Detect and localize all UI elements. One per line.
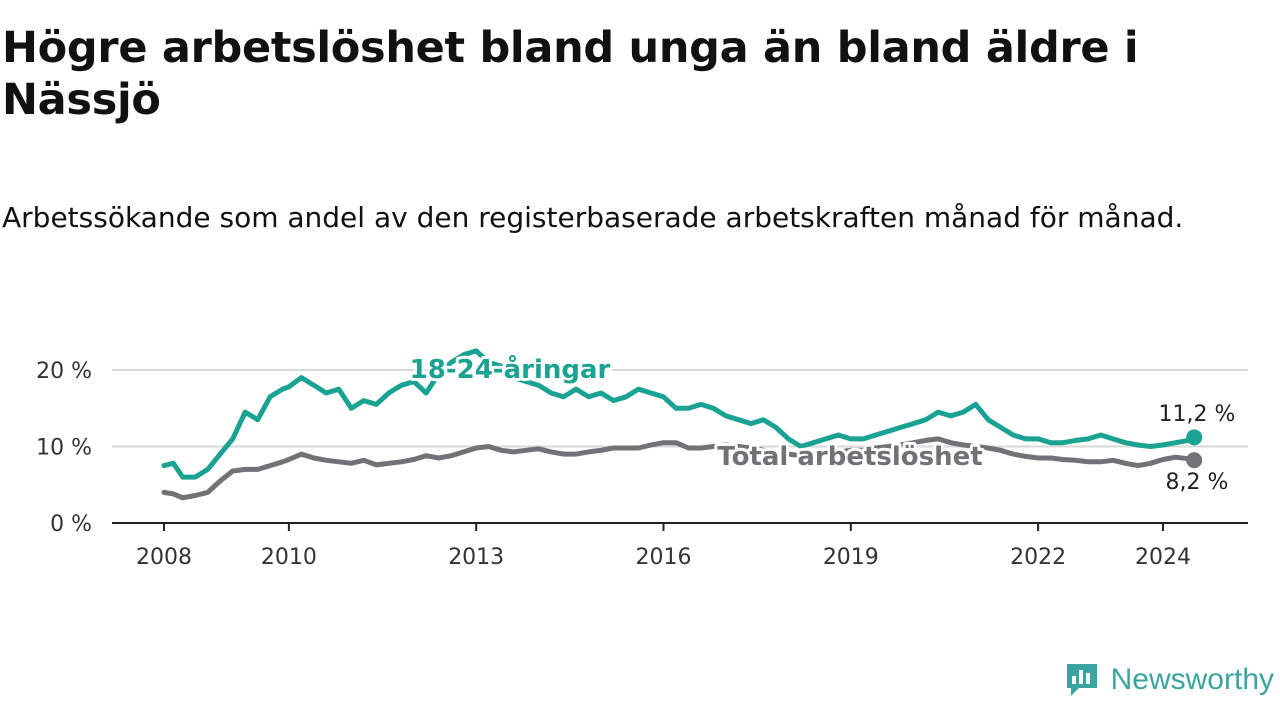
series-line-total: [161, 436, 1197, 501]
series: [161, 348, 1203, 501]
x-tick-label-2013: 2013: [448, 545, 504, 570]
chart-subtitle: Arbetssökande som andel av den registerb…: [2, 201, 1184, 234]
y-tick-label-10: 10 %: [36, 436, 92, 461]
end-label-youth: 11,2 %: [1159, 402, 1236, 427]
series-label-total: Total arbetslöshet: [717, 442, 982, 472]
x-tick-label-2019: 2019: [823, 545, 879, 570]
x-tick-label-2022: 2022: [1010, 545, 1066, 570]
labels: 18-24-åringar Total arbetslöshet 11,2 % 8,2…: [407, 350, 1236, 495]
axes: 0 % 10 % 20 % 2008 2010 2013 2016 2019 2022 2024: [36, 359, 1248, 570]
brand-name: Newsworthy: [1110, 663, 1274, 696]
series-line-youth-end-point: [1186, 429, 1203, 446]
x-tick-label-2016: 2016: [636, 545, 692, 570]
newsworthy-logo: Newsworthy: [1065, 662, 1274, 698]
series-label-youth: 18-24-åringar: [410, 353, 611, 385]
series-line-total-end-point: [1186, 452, 1203, 469]
series-line-youth: [161, 348, 1197, 480]
x-tick-label-2008: 2008: [136, 545, 192, 570]
y-tick-label-20: 20 %: [36, 359, 92, 384]
chart-title: Högre arbetslöshet bland unga än bland ä…: [2, 23, 1139, 125]
newsworthy-logo-icon: [1066, 664, 1097, 696]
x-tick-label-2010: 2010: [261, 545, 317, 570]
x-tick-label-2024: 2024: [1135, 545, 1191, 570]
end-label-total: 8,2 %: [1166, 470, 1229, 495]
y-tick-label-0: 0 %: [50, 512, 92, 537]
